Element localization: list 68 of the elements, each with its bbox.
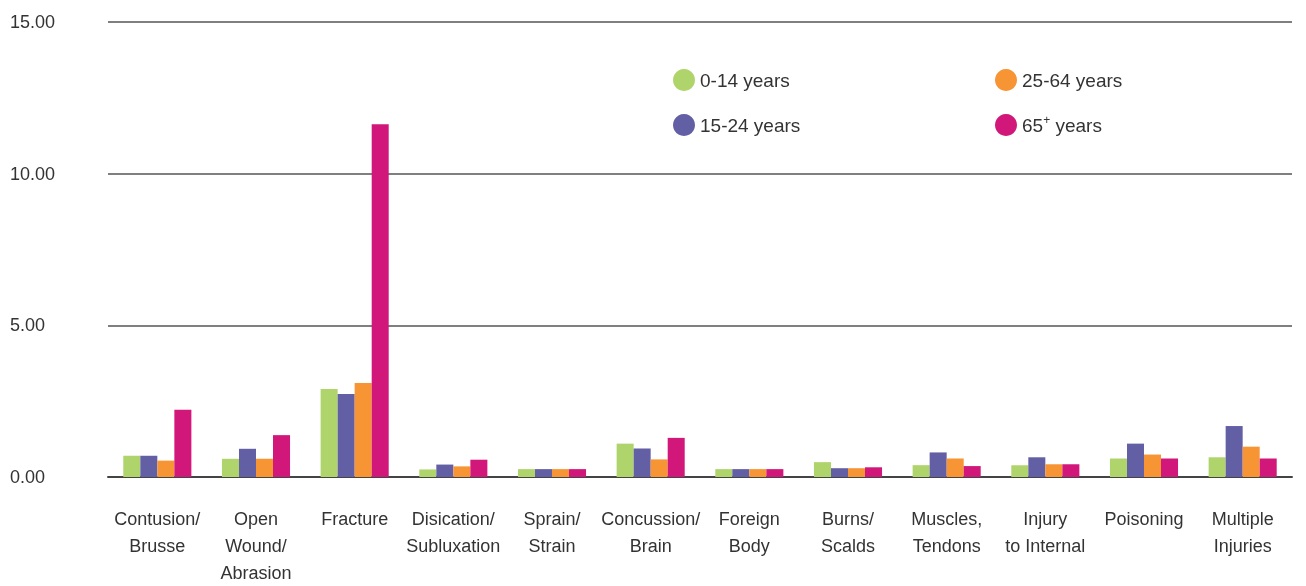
bar — [749, 469, 767, 477]
x-tick-label: Concussion/ Brain — [601, 508, 701, 556]
bar — [813, 462, 831, 477]
x-tick-label: Sprain/ Strain — [523, 508, 581, 556]
bar — [1126, 443, 1144, 477]
bar — [848, 468, 866, 477]
bar — [865, 467, 883, 477]
y-tick-label: 0.00 — [10, 467, 46, 487]
bar — [1028, 457, 1046, 477]
legend-label: 25-64 years — [1022, 69, 1123, 91]
bar — [766, 469, 784, 477]
bar — [320, 389, 338, 477]
bar — [256, 458, 274, 477]
bar — [830, 468, 848, 477]
legend-label: 65+ years — [1022, 113, 1102, 136]
bar — [273, 435, 291, 477]
bar — [569, 469, 587, 477]
y-tick-label: 5.00 — [10, 315, 46, 336]
bar — [929, 452, 947, 477]
bar — [470, 459, 488, 477]
bar — [436, 464, 454, 477]
bar — [1242, 446, 1260, 477]
bar — [174, 409, 192, 477]
bar — [1225, 426, 1243, 477]
x-tick-label: Poisoning — [1104, 508, 1184, 529]
x-tick-label: Contusion/ Brusse — [114, 508, 201, 556]
bar — [419, 469, 437, 477]
bar — [633, 448, 651, 477]
bar — [238, 448, 256, 477]
bar — [715, 469, 733, 477]
x-tick-label: Muscles, Tendons — [911, 508, 983, 556]
bar — [963, 466, 981, 477]
legend-label: 0-14 years — [700, 69, 790, 91]
bar — [453, 466, 471, 477]
bar — [552, 469, 570, 477]
bar — [1208, 457, 1226, 477]
bar — [616, 443, 634, 477]
bar — [1062, 464, 1080, 477]
legend-label: 15-24 years — [700, 114, 801, 136]
bar — [912, 465, 930, 477]
y-tick-label: 10.00 — [10, 163, 56, 184]
bar — [650, 459, 668, 477]
x-tick-label: Burns/ Scalds — [820, 508, 876, 556]
bar — [534, 469, 552, 477]
x-tick-label: Fracture — [321, 508, 389, 529]
x-tick-label: Disication/ Subluxation — [406, 508, 501, 556]
bar — [1161, 458, 1179, 477]
bar — [221, 458, 239, 477]
bar — [123, 455, 141, 477]
bar — [517, 469, 535, 477]
bar — [732, 469, 750, 477]
bar — [371, 124, 389, 477]
x-tick-label: Foreign Body — [718, 508, 780, 556]
bar — [1109, 458, 1127, 477]
bar — [1011, 465, 1029, 477]
bar — [1259, 458, 1277, 477]
bar — [157, 460, 175, 477]
bar — [1045, 464, 1063, 477]
bar — [140, 455, 158, 477]
x-tick-label: Multiple Injuries — [1211, 508, 1274, 556]
bar — [337, 393, 355, 477]
bar — [946, 458, 964, 477]
bar — [354, 382, 372, 477]
bar — [667, 437, 685, 477]
bar — [1144, 454, 1162, 477]
x-tick-label: Injury to Internal — [1005, 508, 1086, 556]
y-tick-label: 15.00 — [10, 12, 56, 32]
x-tick-label: Open Wound/ Abrasion — [220, 508, 292, 583]
